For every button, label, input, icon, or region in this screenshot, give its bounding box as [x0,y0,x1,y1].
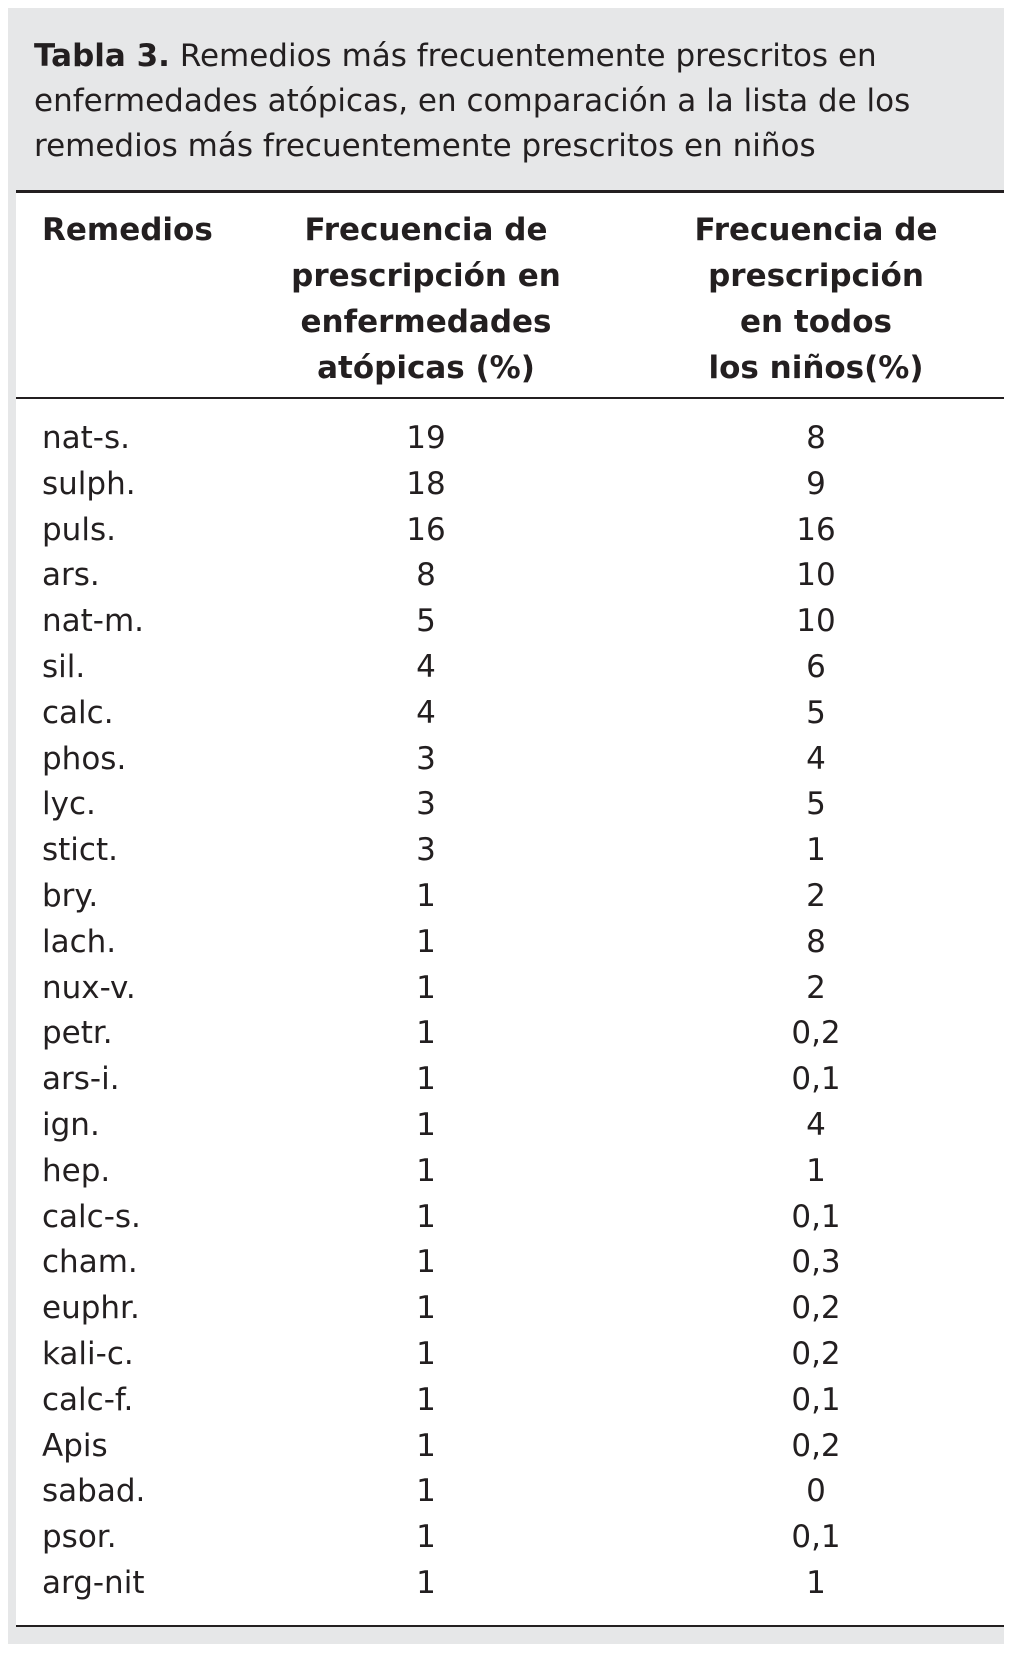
frequency-cell: 1 [416,1244,436,1281]
frequency-cell: 1 [806,1565,826,1601]
remedy-cell: sulph. [42,465,136,502]
frequency-cell: 1 [416,1473,436,1510]
frequency-cell: 1 [416,878,436,914]
remedy-cell: calc. [42,694,114,731]
frequency-cell: 8 [806,923,826,960]
frequency-cell: 1 [416,1061,436,1098]
remedy-cell: euphr. [42,1290,140,1327]
remedy-cell: nat-s. [42,420,130,456]
remedy-cell: bry. [42,878,99,914]
table: Remedios Frecuencia de prescripción en e… [16,190,1004,1627]
frequency-cell: 1 [416,1290,436,1327]
frequency-cell: 8 [806,420,826,456]
header-rule [16,397,1004,399]
frequency-cell: 2 [806,878,826,914]
frequency-cell: 0,2 [791,1015,841,1052]
remedy-cell: stict. [42,832,118,869]
frequency-cell: 1 [416,1107,436,1143]
frequency-cell: 10 [796,557,836,594]
frequency-cell: 0,1 [791,1519,841,1556]
remedy-cell: ars. [42,557,100,594]
frequency-cell: 1 [806,832,826,869]
remedy-cell: sil. [42,649,86,685]
frequency-cell: 0,2 [791,1336,841,1372]
remedy-cell: lach. [42,923,117,960]
frequency-cell: 1 [416,923,436,960]
frequency-cell: 0,2 [791,1427,841,1464]
frequency-cell: 1 [416,1565,436,1601]
remedy-cell: Apis [42,1427,108,1464]
remedy-cell: cham. [42,1244,138,1281]
frequency-cell: 1 [416,1152,436,1189]
column-header: Remedios [42,212,213,248]
frequency-cell: 1 [806,1152,826,1189]
frequency-cell: 4 [416,694,436,731]
frequency-cell: 0,1 [791,1381,841,1418]
frequency-cell: 3 [416,740,436,777]
table-caption: Tabla 3. Remedios más frecuentemente pre… [34,34,964,169]
caption-text: Remedios más frecuentemente prescritos e… [34,38,911,164]
frequency-cell: 1 [416,1015,436,1052]
frequency-cell: 1 [416,1381,436,1418]
frequency-cell: 3 [416,786,436,823]
remedy-cell: petr. [42,1015,113,1052]
caption-label: Tabla 3. [34,38,170,74]
remedy-cell: ign. [42,1107,100,1143]
frequency-cell: 9 [806,465,826,502]
frequency-cell: 19 [406,420,446,456]
remedy-cell: hep. [42,1152,111,1189]
remedy-cell: calc-f. [42,1381,134,1418]
remedy-cell: lyc. [42,786,96,823]
remedy-cell: ars-i. [42,1061,120,1098]
frequency-cell: 6 [806,649,826,685]
frequency-cell: 16 [796,511,836,548]
frequency-cell: 5 [806,786,826,823]
frequency-cell: 10 [796,603,836,640]
remedy-cell: calc-s. [42,1198,141,1235]
frequency-cell: 1 [416,1519,436,1556]
frequency-cell: 0,1 [791,1198,841,1235]
frequency-cell: 18 [406,465,446,502]
remedy-cell: puls. [42,511,116,548]
remedy-cell: arg-nit [42,1565,145,1601]
frequency-cell: 3 [416,832,436,869]
frequency-cell: 2 [806,969,826,1006]
column-header: Frecuencia de prescripción en todos los … [694,212,938,386]
remedy-cell: phos. [42,740,127,777]
column-header: Frecuencia de prescripción en enfermedad… [291,212,561,386]
frequency-cell: 0 [806,1473,826,1510]
frequency-cell: 1 [416,969,436,1006]
frequency-cell: 4 [806,740,826,777]
frequency-cell: 16 [406,511,446,548]
frequency-cell: 0,2 [791,1290,841,1327]
frequency-cell: 5 [416,603,436,640]
remedy-cell: nat-m. [42,603,145,640]
remedy-cell: kali-c. [42,1336,134,1372]
frequency-cell: 4 [806,1107,826,1143]
frequency-cell: 0,3 [791,1244,841,1281]
frequency-cell: 1 [416,1427,436,1464]
remedy-cell: sabad. [42,1473,146,1510]
frequency-cell: 0,1 [791,1061,841,1098]
frequency-cell: 1 [416,1198,436,1235]
frequency-cell: 5 [806,694,826,731]
frequency-cell: 8 [416,557,436,594]
frequency-cell: 1 [416,1336,436,1372]
remedy-cell: nux-v. [42,969,136,1006]
table-panel: Tabla 3. Remedios más frecuentemente pre… [8,8,1004,1644]
frequency-cell: 4 [416,649,436,685]
remedy-cell: psor. [42,1519,117,1556]
